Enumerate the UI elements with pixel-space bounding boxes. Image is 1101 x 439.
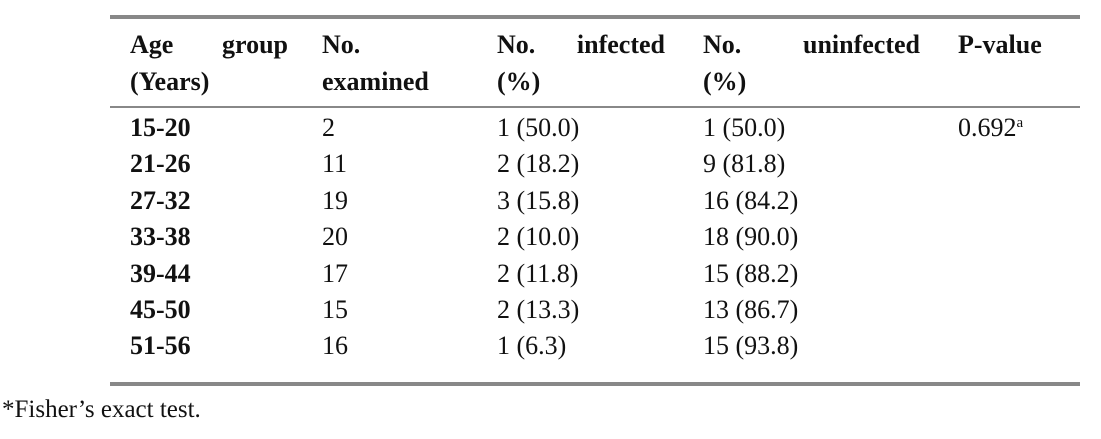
header-cell: P-value [958,30,1042,59]
table-cell: 2 [322,113,335,142]
header-cell: No. [322,30,361,59]
cell-note: a [1016,115,1024,131]
header-cell: examined [322,67,429,96]
table-cell: 2 (10.0) [497,222,580,252]
table-cell: 17 [322,258,348,288]
table-cell: 1 (50.0) [703,113,786,142]
table-cell: 20 [322,222,348,252]
row-label: 21-26 [130,149,191,179]
header-cell: Age group [130,30,288,59]
row-label: 45-50 [130,295,191,324]
row-label: 51-56 [130,331,191,361]
cell-text: 0.692 [958,113,1017,142]
header-cell: (%) [497,67,541,96]
table-cell: 15 [322,295,348,324]
header-cell: No. infected [497,30,665,59]
table-cell: 2 (18.2) [497,149,580,179]
table-cell: 19 [322,185,348,215]
table-cell: 3 (15.8) [497,185,580,215]
row-label: 33-38 [130,222,191,252]
table-cell: 15 (93.8) [703,331,799,361]
top-rule [110,15,1080,19]
header-cell: (Years) [130,67,210,96]
table-cell: 16 [322,331,348,361]
header-rule [110,106,1080,108]
table-cell: 1 (50.0) [497,113,580,142]
table-cell: 9 (81.8) [703,149,786,179]
row-label: 27-32 [130,185,191,215]
header-cell: No. uninfected [703,30,920,59]
table-cell: 2 (11.8) [497,258,579,288]
bottom-rule [110,382,1080,386]
header-cell: (%) [703,67,747,96]
table-cell: 15 (88.2) [703,258,799,288]
footnote: *Fisher’s exact test. [2,396,201,423]
row-label: 15-20 [130,113,191,142]
table-cell: 1 (6.3) [497,331,567,361]
table-cell: 16 (84.2) [703,185,799,215]
table-cell: 11 [322,149,348,179]
table-cell: 0.692a [958,113,1023,143]
table-cell: 13 (86.7) [703,295,799,324]
table-cell: 18 (90.0) [703,222,799,252]
table-cell: 2 (13.3) [497,295,580,324]
row-label: 39-44 [130,258,191,288]
